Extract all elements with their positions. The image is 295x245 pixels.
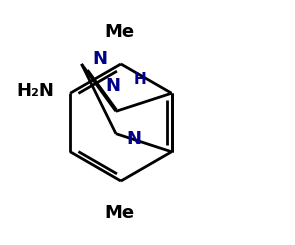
Text: N: N <box>106 77 121 95</box>
Text: Me: Me <box>104 204 135 222</box>
Text: Me: Me <box>104 23 135 41</box>
Text: N: N <box>127 130 142 148</box>
Text: N: N <box>92 50 107 68</box>
Text: H: H <box>133 72 146 87</box>
Text: H₂N: H₂N <box>16 82 54 99</box>
